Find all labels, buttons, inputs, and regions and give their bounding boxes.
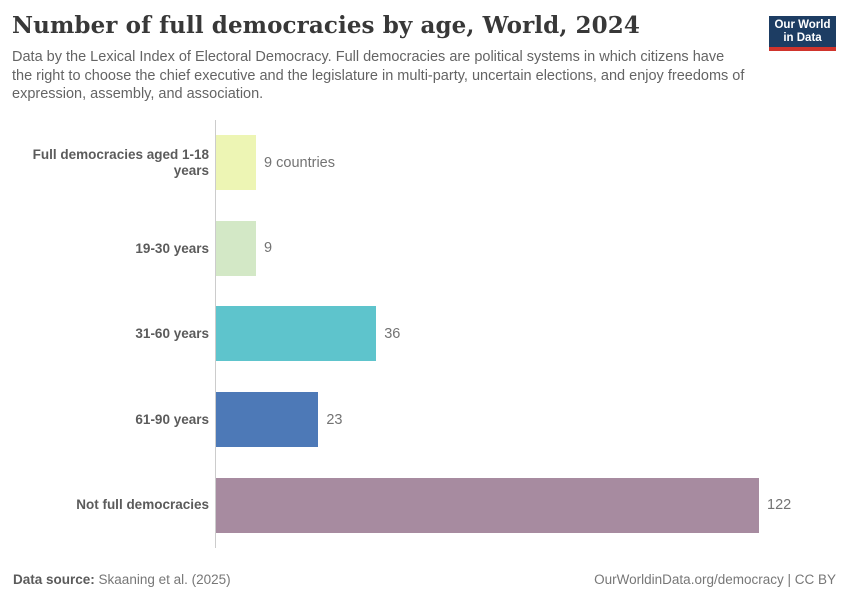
value-label: 36	[384, 325, 401, 342]
owid-logo-line1: Our World	[774, 18, 831, 31]
chart-subtitle: Data by the Lexical Index of Electoral D…	[12, 49, 745, 102]
data-source-link[interactable]: Skaaning et al. (2025)	[98, 572, 231, 587]
data-source-label: Data source:	[13, 572, 95, 587]
data-source: Data source: Skaaning et al. (2025)	[13, 572, 231, 587]
category-label: Not full democracies	[76, 497, 209, 513]
bar-row: 31-60 years 36	[0, 291, 850, 377]
owid-logo-line2: in Data	[783, 31, 822, 44]
bar-area: 36	[215, 306, 850, 362]
bar-area: 9	[215, 220, 850, 276]
category-label: 31-60 years	[135, 326, 209, 342]
bar-full-democracies-aged-1-18-years[interactable]	[216, 135, 257, 191]
owid-logo[interactable]: Our World in Data	[769, 16, 836, 51]
chart-title: Number of full democracies by age, World…	[12, 12, 640, 39]
value-label: 122	[767, 497, 792, 514]
bar-19-30-years[interactable]	[216, 220, 257, 276]
bar-61-90-years[interactable]	[216, 392, 319, 448]
bar-area: 9 countries	[215, 135, 850, 191]
category-label: 61-90 years	[135, 411, 209, 427]
bar-row: 61-90 years 23	[0, 377, 850, 463]
footer-citation-link[interactable]: OurWorldinData.org/democracy | CC BY	[594, 572, 836, 587]
bar-row: 19-30 years 9	[0, 206, 850, 292]
bar-area: 122	[215, 477, 850, 533]
value-label: 9 countries	[264, 154, 335, 171]
bar-chart: Full democracies aged 1-18 years 9 countr…	[0, 120, 850, 548]
bar-area: 23	[215, 392, 850, 448]
category-label: 19-30 years	[135, 240, 209, 256]
bar-row: Full democracies aged 1-18 years 9 countr…	[0, 120, 850, 206]
chart-footer: Data source: Skaaning et al. (2025) OurW…	[13, 572, 836, 587]
bar-row: Not full democracies 122	[0, 462, 850, 548]
bar-31-60-years[interactable]	[216, 306, 377, 362]
bar-not-full-democracies[interactable]	[216, 477, 759, 533]
value-label: 9	[264, 240, 273, 257]
chart-header: Number of full democracies by age, World…	[12, 12, 750, 104]
category-label: Full democracies aged 1-18 years	[32, 147, 209, 178]
value-label: 23	[326, 411, 343, 428]
